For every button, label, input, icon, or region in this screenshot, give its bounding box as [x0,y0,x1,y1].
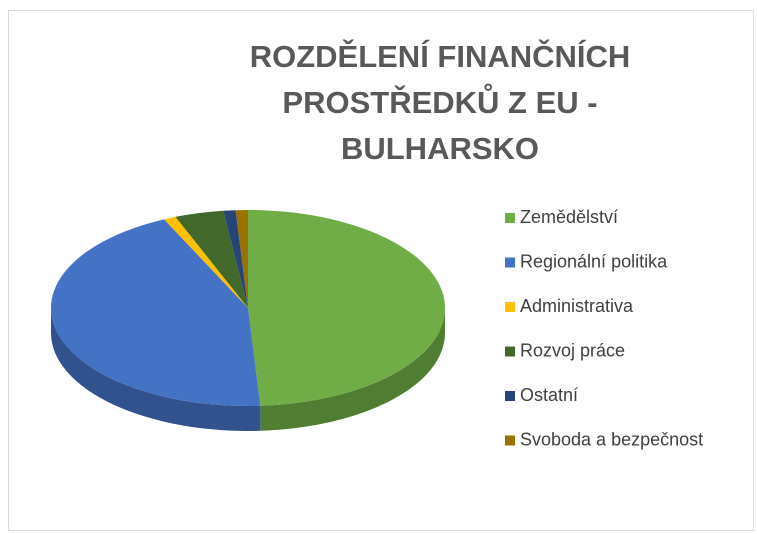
slice [175,210,248,308]
chart-frame [8,10,754,531]
legend-swatch [505,213,515,223]
legend-swatch [505,257,515,268]
slice [164,216,248,308]
legend-label: Ostatní [520,385,578,405]
slice [235,210,248,308]
legend-label: Regionální politika [520,251,668,271]
slice [248,210,446,406]
legend-swatch [505,346,515,357]
chart-title: ROZDĚLENÍ FINANČNÍCH PROSTŘEDKŮ Z EU - B… [249,39,631,166]
legend-label: Rozvoj práce [520,340,625,360]
legend-label: Zemědělství [520,207,618,227]
legend-swatch [505,391,515,401]
legend-swatch [505,435,515,446]
slice [50,219,261,406]
legend-label: Administrativa [520,296,634,316]
legend-label: Svoboda a bezpečnost [520,429,703,449]
slice [223,210,248,308]
slice-side [260,308,445,431]
legend-swatch [505,302,515,312]
slice-side [51,308,261,431]
